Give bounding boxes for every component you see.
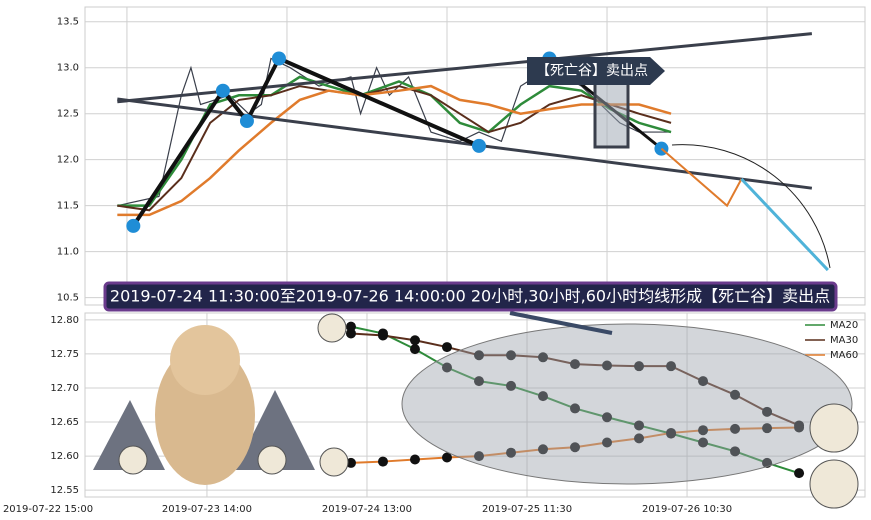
marker: [730, 446, 741, 457]
x-tick-label: 2019-07-23 14:00: [162, 504, 252, 515]
dog-head: [170, 325, 240, 395]
marker: [271, 51, 286, 66]
x-tick-label: 2019-07-24 13:00: [322, 504, 412, 515]
skull: [809, 459, 859, 509]
marker: [506, 380, 517, 391]
y-tick-label: 12.60: [50, 451, 79, 462]
marker: [602, 412, 613, 423]
marker: [538, 352, 549, 363]
marker: [570, 442, 581, 453]
arrow: [509, 311, 613, 335]
marker: [239, 114, 254, 129]
y-tick-label: 11.5: [57, 201, 79, 212]
marker: [441, 362, 452, 373]
marker: [345, 457, 356, 468]
marker: [215, 83, 230, 98]
y-tick-label: 10.5: [57, 293, 79, 304]
marker: [666, 427, 677, 438]
legend-label: MA60: [830, 350, 858, 361]
y-tick-label: 12.80: [50, 315, 79, 326]
line: [740, 177, 829, 272]
banner: 2019-07-24 11:30:00至2019-07-26 14:00:00 …: [110, 287, 830, 306]
marker: [409, 454, 420, 465]
annotation-box: [527, 57, 665, 85]
annotation: 【死亡谷】卖出点: [536, 63, 648, 79]
y-tick-label: 11.0: [57, 247, 79, 258]
marker: [441, 452, 452, 463]
mountain: [235, 390, 315, 470]
x-tick-label: 2019-07-26 10:30: [642, 504, 732, 515]
marker: [666, 361, 677, 372]
x-tick-label: 2019-07-22 15:00: [3, 504, 93, 515]
highlight-box: [593, 80, 630, 149]
marker: [698, 376, 709, 387]
marker: [409, 335, 420, 346]
marker: [538, 444, 549, 455]
marker: [634, 420, 645, 431]
marker: [730, 389, 741, 400]
line: [117, 32, 813, 104]
marker: [602, 360, 613, 371]
marker: [472, 138, 487, 153]
y-tick-label: 12.70: [50, 383, 79, 394]
marker: [409, 344, 420, 355]
legend-label: MA30: [830, 335, 858, 346]
marker: [634, 361, 645, 372]
marker: [345, 328, 356, 339]
marker: [538, 391, 549, 402]
marker: [698, 437, 709, 448]
skull: [809, 403, 859, 453]
marker: [474, 451, 485, 462]
decoration: [93, 80, 859, 509]
banner-box: [103, 281, 838, 312]
marker: [570, 359, 581, 370]
marker: [794, 422, 805, 433]
marker: [506, 350, 517, 361]
mountain: [93, 400, 165, 470]
marker: [126, 218, 141, 233]
line: [117, 84, 672, 217]
y-tick-label: 13.5: [57, 17, 79, 28]
marker: [730, 423, 741, 434]
skull: [317, 313, 347, 343]
marker: [698, 425, 709, 436]
skull: [319, 447, 349, 477]
marker: [762, 423, 773, 434]
marker: [570, 403, 581, 414]
line: [117, 85, 672, 212]
line: [117, 97, 813, 190]
line: [660, 147, 743, 208]
legend-label: MA20: [830, 320, 858, 331]
y-tick-label: 12.0: [57, 155, 79, 166]
skull: [257, 445, 287, 475]
marker: [474, 376, 485, 387]
marker: [377, 456, 388, 467]
marker: [506, 447, 517, 458]
marker: [377, 330, 388, 341]
x-tick-label: 2019-07-25 11:30: [482, 504, 572, 515]
marker: [634, 433, 645, 444]
arc: [671, 144, 831, 269]
marker: [602, 437, 613, 448]
y-tick-label: 12.75: [50, 349, 79, 360]
y-tick-label: 13.0: [57, 63, 79, 74]
marker: [794, 468, 805, 479]
marker: [474, 350, 485, 361]
ellipse: [401, 323, 853, 485]
y-tick-label: 12.55: [50, 485, 79, 496]
line: [117, 75, 672, 207]
y-tick-label: 12.5: [57, 109, 79, 120]
marker: [762, 406, 773, 417]
top-panel: [84, 6, 866, 306]
skull: [118, 445, 148, 475]
y-tick-label: 12.65: [50, 417, 79, 428]
marker: [441, 342, 452, 353]
